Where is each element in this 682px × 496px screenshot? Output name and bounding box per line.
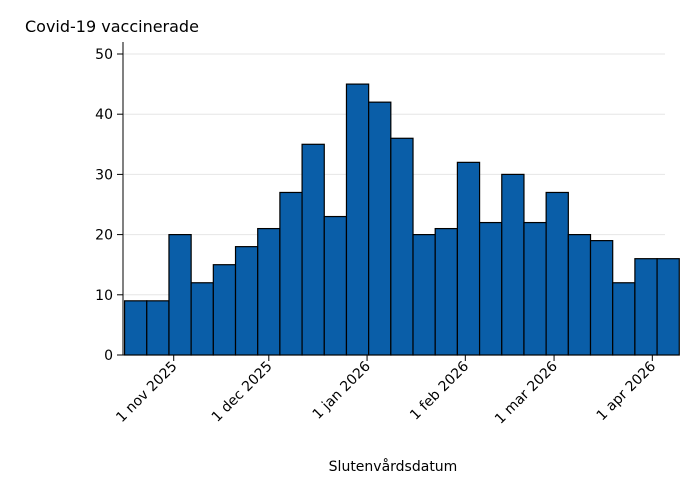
bar [456,161,481,356]
bar [257,227,281,356]
bar [567,234,592,356]
bar [434,227,458,356]
bar [323,215,348,356]
bar [301,143,325,356]
bar [501,173,525,356]
y-tick-label: 20 [95,228,113,244]
bar [212,264,237,356]
y-tick-label: 10 [95,288,113,304]
x-axis-title: Slutenvårdsdatum [329,458,458,475]
y-tick-label: 30 [95,167,113,183]
chart-title: Covid-19 vaccinerade [25,17,199,36]
bar [279,191,303,356]
bar [545,191,569,356]
bar [345,83,370,356]
bar [168,234,192,356]
x-tick-label: 1 dec 2025 [209,359,276,426]
bar [612,282,636,356]
bar [589,240,614,356]
bar [390,137,414,356]
bar [368,101,392,356]
x-tick-label: 1 mar 2026 [492,358,561,427]
bar [523,221,547,356]
bar [123,300,148,356]
bar [656,258,680,356]
y-tick-label: 0 [104,348,113,364]
bar [634,258,658,356]
bars [123,83,680,356]
bar [190,282,214,356]
bar [412,234,436,356]
x-tick-label: 1 nov 2025 [113,359,180,426]
bar [478,221,503,356]
bar [146,300,170,356]
x-tick-label: 1 feb 2026 [407,358,472,423]
y-tick-label: 50 [95,47,113,63]
x-tick-label: 1 jan 2026 [310,358,374,422]
y-tick-label: 40 [95,107,113,123]
bar [234,246,259,356]
x-tick-label: 1 apr 2026 [594,358,660,424]
